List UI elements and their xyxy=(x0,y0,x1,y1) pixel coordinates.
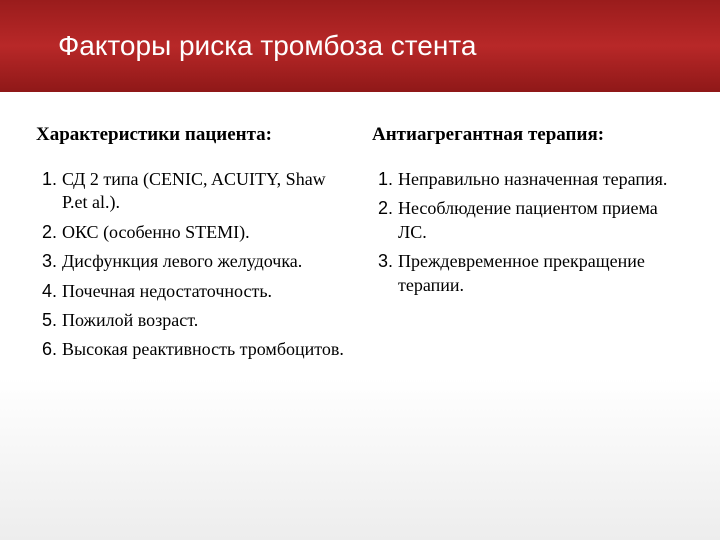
list-item: ОКС (особенно STEMI). xyxy=(62,221,348,244)
antiplatelet-therapy-list: Неправильно назначенная терапия. Несоблю… xyxy=(372,168,684,297)
list-item: Пожилой возраст. xyxy=(62,309,348,332)
list-item: Неправильно назначенная терапия. xyxy=(398,168,684,191)
column-patient-characteristics: Характеристики пациента: СД 2 типа (CENI… xyxy=(36,124,348,368)
list-item: СД 2 типа (CENIC, ACUITY, Shaw P.et al.)… xyxy=(62,168,348,215)
list-item: Преждевременное прекращение терапии. xyxy=(398,250,684,297)
patient-characteristics-list: СД 2 типа (CENIC, ACUITY, Shaw P.et al.)… xyxy=(36,168,348,362)
list-item: Несоблюдение пациентом приема ЛС. xyxy=(398,197,684,244)
slide-header: Факторы риска тромбоза стента xyxy=(0,0,720,92)
list-item: Дисфункция левого желудочка. xyxy=(62,250,348,273)
column-antiplatelet-therapy: Антиагрегантная терапия: Неправильно наз… xyxy=(372,124,684,368)
slide-title: Факторы риска тромбоза стента xyxy=(58,30,476,62)
slide-content: Характеристики пациента: СД 2 типа (CENI… xyxy=(0,92,720,368)
list-item: Высокая реактивность тромбоцитов. xyxy=(62,338,348,361)
column-heading: Характеристики пациента: xyxy=(36,124,348,146)
column-heading: Антиагрегантная терапия: xyxy=(372,124,684,146)
list-item: Почечная недостаточность. xyxy=(62,280,348,303)
